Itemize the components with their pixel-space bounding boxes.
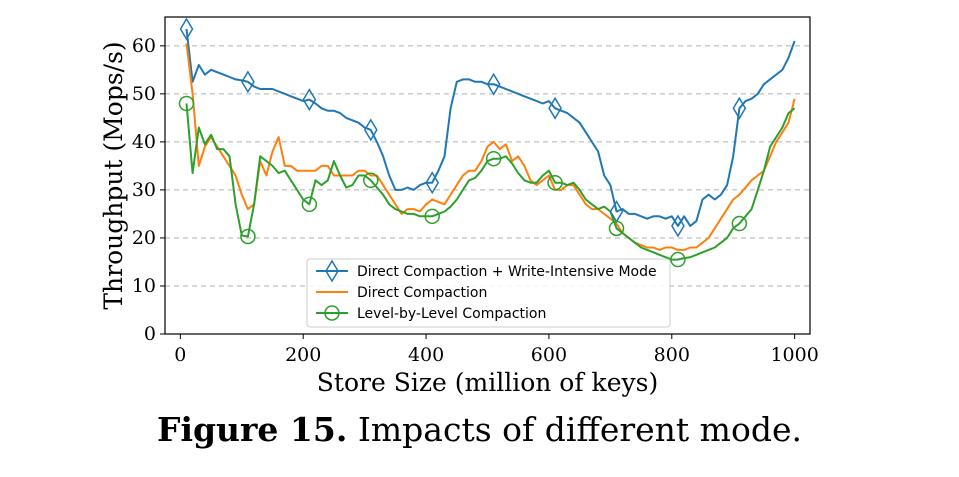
data-marker-lbl — [301, 196, 318, 213]
legend-swatch-marker — [325, 259, 339, 283]
series-line-dc — [185, 43, 796, 251]
y-tick-label: 60 — [132, 35, 156, 57]
data-marker-lbl — [547, 174, 563, 191]
data-marker-lbl — [424, 208, 440, 225]
x-tick-label: 600 — [531, 344, 567, 366]
data-marker-lbl — [731, 215, 748, 232]
data-marker-lbl — [485, 150, 502, 167]
data-marker-dc-wim — [363, 118, 378, 142]
legend-label: Direct Compaction — [357, 285, 487, 301]
x-tick-label: 1000 — [770, 344, 818, 366]
y-tick-label: 40 — [132, 131, 156, 153]
data-marker-lbl — [363, 172, 379, 189]
x-tick-label: 800 — [654, 344, 690, 366]
legend: Direct Compaction + Write-Intensive Mode… — [306, 258, 671, 328]
data-marker-lbl — [608, 220, 625, 237]
data-marker-dc-wim — [241, 70, 255, 94]
data-marker-dc-wim — [548, 96, 562, 120]
data-marker-dc-wim — [302, 88, 317, 112]
x-tick-label: 200 — [285, 344, 321, 366]
series-line-dc-wim — [185, 28, 796, 227]
legend-entry-lbl: Level-by-Level Compaction — [316, 305, 546, 322]
legend-label: Direct Compaction + Write-Intensive Mode — [357, 264, 657, 280]
legend-swatch-marker — [324, 305, 340, 321]
data-marker-dc-wim — [486, 72, 501, 96]
series-lines — [185, 28, 796, 261]
y-tick-label: 10 — [132, 275, 156, 297]
figure-caption: Figure 15. Impacts of different mode. — [0, 410, 959, 449]
data-marker-lbl — [240, 228, 256, 245]
data-marker-dc-wim — [425, 171, 440, 195]
legend-label: Level-by-Level Compaction — [357, 306, 546, 322]
x-tick-label: 0 — [174, 344, 186, 366]
data-marker-dc-wim — [179, 17, 194, 41]
y-tick-label: 20 — [132, 227, 156, 249]
y-axis-title: Throughput (Mops/s) — [99, 41, 128, 309]
y-tick-label: 50 — [132, 83, 156, 105]
legend-entry-dc-wim: Direct Compaction + Write-Intensive Mode — [316, 259, 657, 283]
y-tick-label: 30 — [132, 179, 156, 201]
legend-entry-dc: Direct Compaction — [316, 285, 487, 301]
data-marker-dc-wim — [671, 214, 685, 238]
x-tick-label: 400 — [408, 344, 444, 366]
figure-label: Figure 15. — [157, 410, 348, 449]
figure-caption-text: Impacts of different mode. — [347, 410, 802, 449]
y-tick-label: 0 — [144, 323, 156, 345]
series-markers — [178, 17, 748, 268]
legend-frame — [306, 258, 671, 328]
data-marker-lbl — [670, 251, 686, 268]
data-marker-dc-wim — [732, 96, 747, 120]
series-line-lbl — [185, 103, 796, 261]
data-marker-lbl — [178, 95, 195, 112]
x-axis-title: Store Size (million of keys) — [317, 368, 658, 397]
plot-area-frame — [164, 16, 811, 335]
